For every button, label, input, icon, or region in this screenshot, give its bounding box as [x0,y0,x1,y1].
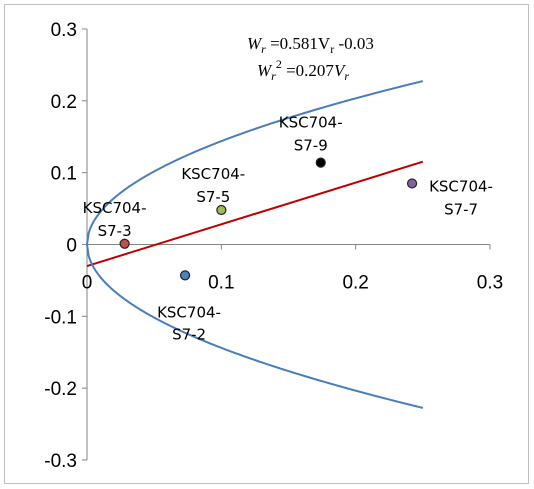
data-point [119,238,130,249]
x-tick-label: 0.2 [342,273,368,294]
y-tick-label: -0.1 [44,307,77,328]
point-label: KSC704- [157,303,221,321]
x-tick-label: 0.3 [477,273,503,294]
point-label: KSC704- [83,199,147,217]
point-label: KSC704- [181,165,245,183]
point-label: S7-9 [294,137,328,155]
y-tick-label: 0 [66,236,77,257]
y-tick-label: 0.1 [51,164,77,185]
point-label: S7-3 [98,222,132,240]
x-tick-label: 0.1 [208,273,234,294]
point-label: S7-5 [196,188,230,206]
point-label: S7-7 [444,200,478,218]
equation-parabola: Wr2 =0.207Vr [257,57,349,83]
equation-linear: Wr =0.581Vr -0.03 [247,34,374,56]
point-label: KSC704- [279,114,343,132]
y-tick-label: 0.2 [51,92,77,113]
linear-fit-line [86,160,424,268]
y-tick-label: 0.3 [51,20,77,41]
y-tick-label: -0.2 [44,379,77,400]
point-label: KSC704- [429,177,493,195]
data-point [216,204,227,216]
x-tick-label: 0 [82,273,93,294]
parabola-curve [85,80,424,409]
y-tick-label: -0.3 [44,451,77,472]
data-point [406,178,418,189]
point-label: S7-2 [172,325,206,343]
data-point [179,270,191,281]
data-point [315,157,326,168]
